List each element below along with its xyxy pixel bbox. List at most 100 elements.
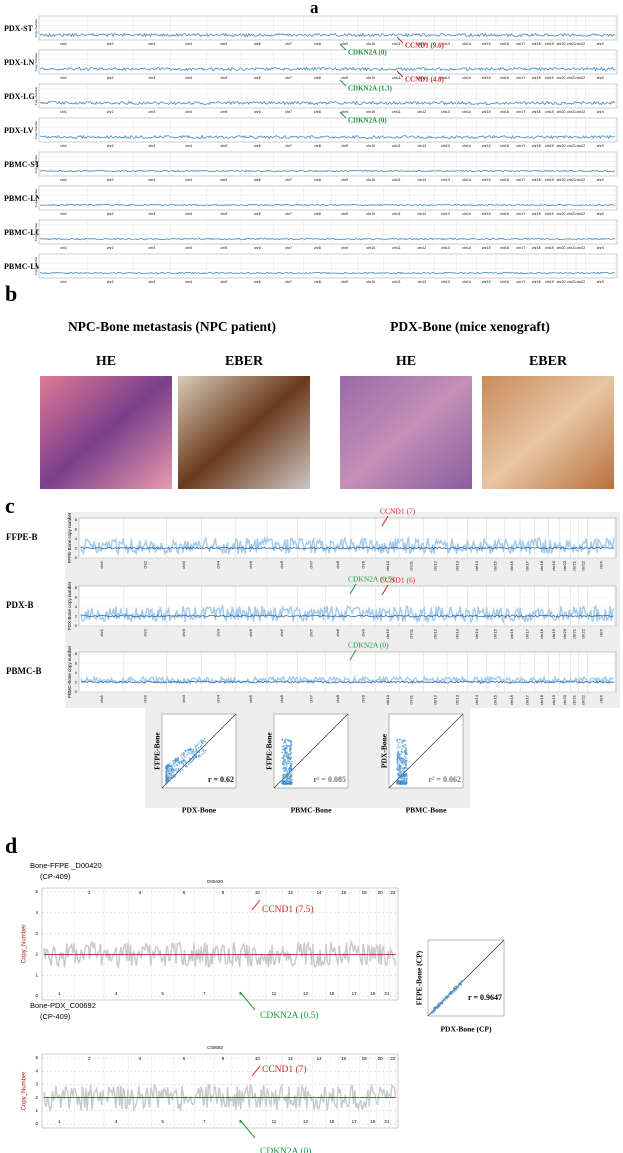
chrom-label: chr3 — [148, 280, 155, 284]
chrom-label: chr6 — [254, 76, 261, 80]
annotation: CCND1 (6) — [380, 576, 416, 585]
scatter-dot-decor — [401, 751, 403, 753]
annotation-arrow — [251, 1065, 261, 1077]
scatter-dot-decor — [406, 777, 408, 780]
scatter-dot-decor — [398, 767, 401, 769]
chrom-label: chr20 — [557, 246, 566, 250]
chrom-label: chr14 — [462, 280, 471, 284]
annotation: CCND1 (4.8) — [405, 76, 445, 84]
annotation-arrow — [349, 583, 357, 595]
chrom-number: 20 — [378, 890, 384, 895]
y-tick-label: 0 — [75, 555, 78, 560]
scatter-dot-decor — [396, 760, 399, 763]
chrom-label: chr5 — [248, 694, 253, 703]
scatter-dot-decor — [401, 741, 404, 744]
scatter-dot-decor — [290, 740, 293, 743]
scatter-dot-decor — [406, 760, 408, 762]
scatter-dot-decor — [405, 778, 407, 781]
scatter-dot-decor — [190, 752, 193, 754]
scatter-dot-decor — [396, 739, 399, 741]
scatter-y-label: FFPE-Bone (CP) — [415, 950, 424, 1005]
chrom-label: chr7 — [285, 246, 292, 250]
chrom-number: 21 — [384, 991, 390, 996]
image-label: EBER — [225, 354, 264, 369]
y-tick-label: 1 — [35, 1108, 38, 1113]
trace — [39, 203, 615, 207]
chrom-label: chr9 — [360, 560, 365, 569]
chrom-label: chr9 — [341, 246, 348, 250]
chrom-label: chr11 — [392, 76, 401, 80]
scatter-dot-decor — [284, 752, 287, 755]
chrom-label: chrX — [597, 144, 605, 148]
scatter-dot-decor — [285, 744, 288, 747]
chrom-label: chr19 — [551, 694, 556, 705]
trace — [80, 546, 614, 550]
track-label: PBMC-B — [6, 666, 42, 676]
y-tick-label: 8 — [75, 651, 78, 656]
y-tick-label: 0 — [75, 689, 78, 694]
scatter-y-label: FFPE-Bone — [265, 732, 274, 770]
chrom-label: chr2 — [107, 42, 114, 46]
scatter-dot-decor — [165, 777, 168, 779]
chrom-number: 2 — [88, 890, 91, 895]
chrom-number: 19 — [370, 1119, 376, 1124]
scatter-dot-decor — [180, 754, 183, 757]
annotation-arrow — [339, 111, 347, 119]
chrom-label: chr13 — [441, 76, 450, 80]
chrom-label: chr20 — [557, 178, 566, 182]
chrom-label: chrX — [597, 280, 605, 284]
scatter-dot-decor — [288, 767, 291, 770]
scatter-dot-decor — [175, 763, 178, 766]
chrom-label: chr17 — [516, 212, 525, 216]
y-tick-label: 4 — [35, 910, 38, 915]
track-label: PDX-ST — [4, 24, 34, 33]
trace — [39, 237, 616, 241]
scatter-dot-decor — [455, 985, 458, 988]
scatter-dot-decor — [172, 776, 175, 779]
chrom-label: chr12 — [417, 212, 426, 216]
scatter-dot-decor — [401, 772, 403, 775]
image-label: HE — [396, 354, 416, 369]
scatter-dot-decor — [405, 773, 407, 775]
chrom-label: chr9 — [341, 76, 348, 80]
chrom-label: chr2 — [107, 76, 114, 80]
chrom-number: 6 — [183, 890, 186, 895]
chrom-label: chr11 — [409, 628, 414, 638]
scatter-dot-decor — [186, 753, 189, 756]
chrom-label: chr12 — [417, 280, 426, 284]
chrom-label: chr18 — [539, 560, 544, 571]
scatter-dot-decor — [287, 780, 289, 782]
annotation-arrow — [251, 899, 261, 911]
scatter-dot-decor — [193, 753, 196, 756]
y-axis-label: Copy Number — [34, 19, 38, 38]
chrom-label: chr17 — [516, 144, 525, 148]
scatter-dot-decor — [287, 740, 290, 742]
chrom-label: chr5 — [221, 212, 228, 216]
chrom-label: chr22 — [580, 694, 585, 705]
gain-annotation: CCND1 (7) — [262, 1064, 307, 1075]
chrom-number: 16 — [341, 890, 347, 895]
chrom-label: chr11 — [409, 560, 414, 570]
scatter-dot-decor — [182, 762, 185, 765]
scatter-dot-decor — [195, 751, 198, 754]
scatter-dot-decor — [282, 741, 285, 744]
chrom-label: chr7 — [285, 76, 292, 80]
scatter-dot-decor — [177, 758, 180, 760]
scatter-dot-decor — [168, 780, 171, 783]
scatter-dot-decor — [170, 770, 173, 773]
chrom-label: chr10 — [366, 76, 375, 80]
scatter-dot-decor — [282, 761, 285, 763]
scatter-dot-decor — [403, 749, 406, 752]
scatter-dot-decor — [283, 754, 285, 756]
chrom-label: chr10 — [366, 280, 375, 284]
chrom-label: chr9 — [341, 178, 348, 182]
scatter-dot-decor — [405, 749, 408, 752]
scatter-dot-decor — [290, 773, 293, 776]
chrom-label: chr6 — [254, 42, 261, 46]
scatter-dot-decor — [397, 769, 400, 772]
scatter-dot-decor — [400, 777, 403, 780]
scatter-dot-decor — [403, 751, 406, 754]
chrom-number: 4 — [139, 1056, 142, 1061]
scatter-dot-decor — [193, 756, 196, 759]
chrom-label: chr13 — [441, 42, 450, 46]
